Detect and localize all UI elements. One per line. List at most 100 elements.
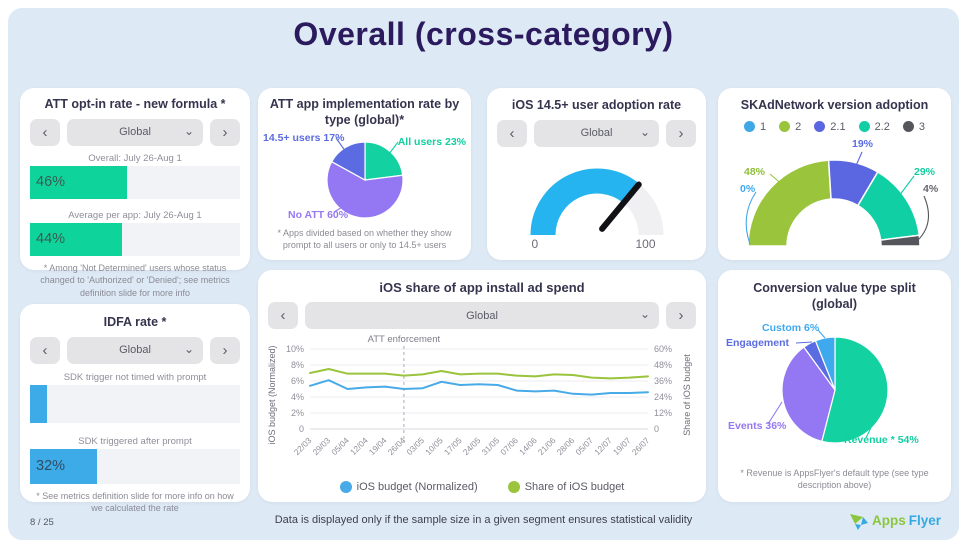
card-footnote: * Revenue is AppsFlyer's default type (s… <box>740 467 929 491</box>
card-title: Conversion value type split (global) <box>753 281 916 311</box>
legend-dot-v1 <box>744 121 756 133</box>
svg-text:0: 0 <box>299 424 304 434</box>
svg-text:12/04: 12/04 <box>348 435 370 457</box>
svg-text:48%: 48% <box>654 360 672 370</box>
avg-bar: 44% <box>30 222 240 256</box>
svg-text:iOS budget (Normalized): iOS budget (Normalized) <box>267 346 277 445</box>
prev-region-button[interactable]: ‹ <box>30 336 60 364</box>
svg-text:2%: 2% <box>291 408 304 418</box>
prev-region-button[interactable]: ‹ <box>30 118 60 146</box>
legend-dot-v21 <box>814 121 826 133</box>
svg-text:07/06: 07/06 <box>498 435 520 457</box>
svg-text:05/07: 05/07 <box>573 435 595 457</box>
callout-v1: 0% <box>740 183 756 195</box>
svg-text:14/06: 14/06 <box>517 435 539 457</box>
card-footnote: * See metrics definition slide for more … <box>36 490 234 514</box>
callout-v3: 4% <box>923 183 939 195</box>
region-dropdown-value: Global <box>466 309 498 322</box>
region-dropdown-value: Global <box>119 126 151 139</box>
region-dropdown[interactable]: Global ⌄ <box>305 302 659 330</box>
page-number: 8 / 25 <box>30 517 54 528</box>
callout-v21: 19% <box>852 138 874 150</box>
page-title: Overall (cross-category) <box>293 16 674 52</box>
svg-text:17/05: 17/05 <box>442 435 464 457</box>
card-title: ATT opt-in rate - new formula * <box>44 97 226 111</box>
region-dropdown[interactable]: Global ⌄ <box>67 118 203 146</box>
sdk-after-prompt-bar-fill <box>30 448 98 484</box>
legend-dot-share-budget <box>507 481 520 494</box>
chevron-down-icon: ⌄ <box>639 307 650 322</box>
skad-legend: 1 2 2.1 2.2 3 <box>718 121 951 133</box>
legend-label: 1 <box>760 120 767 133</box>
svg-text:Share of iOS budget: Share of iOS budget <box>682 354 692 436</box>
overall-bar-value: 46% <box>36 174 66 191</box>
region-selector: ‹ Global ⌄ › <box>20 118 250 146</box>
overall-bar-fill <box>30 165 127 199</box>
svg-text:10/05: 10/05 <box>423 435 445 457</box>
region-dropdown-value: Global <box>580 127 613 140</box>
conversion-pie-chart <box>767 329 889 444</box>
pie-label-145-users: 14.5+ users 17% <box>263 132 345 144</box>
chevron-down-icon: ⌄ <box>639 124 650 139</box>
bar-caption: Overall: July 26-Aug 1 <box>88 152 182 164</box>
next-region-button[interactable]: › <box>666 119 696 147</box>
legend-dot-v22 <box>858 121 870 133</box>
logo-text-apps: Apps <box>871 512 906 528</box>
svg-text:28/06: 28/06 <box>555 435 577 457</box>
card-ios-ad-spend: iOS share of app install ad spend ‹ Glob… <box>258 270 706 502</box>
legend-dot-v2 <box>779 121 791 133</box>
svg-text:26/07: 26/07 <box>630 435 652 457</box>
card-title: ATT app implementation rate by type (glo… <box>269 97 460 127</box>
adoption-gauge: 0 100 <box>502 155 692 259</box>
card-title: iOS 14.5+ user adoption rate <box>511 98 682 112</box>
skad-half-donut-chart <box>745 151 930 247</box>
bar-caption: SDK trigger not timed with prompt <box>63 371 207 383</box>
bar-caption: Average per app: July 26-Aug 1 <box>68 209 202 221</box>
next-region-button[interactable]: › <box>210 336 240 364</box>
card-conversion-split: Conversion value type split (global) Cus… <box>718 270 951 502</box>
legend-item: Share of iOS budget <box>507 481 624 494</box>
next-region-button[interactable]: › <box>210 118 240 146</box>
legend-item: 2.2 <box>858 120 890 133</box>
card-title: SKAdNetwork version adoption <box>740 98 929 112</box>
svg-text:05/04: 05/04 <box>329 435 351 457</box>
gauge-min-label: 0 <box>531 236 539 251</box>
sdk-not-timed-bar <box>30 384 240 423</box>
svg-text:29/03: 29/03 <box>310 435 332 457</box>
chevron-down-icon: ⌄ <box>183 341 194 356</box>
att-implementation-pie-chart <box>326 137 404 219</box>
region-dropdown[interactable]: Global ⌄ <box>534 119 659 147</box>
logo-text-flyer: Flyer <box>908 512 941 528</box>
legend-label: 3 <box>918 120 925 133</box>
prev-region-button[interactable]: ‹ <box>497 119 527 147</box>
sdk-after-prompt-value: 32% <box>36 458 66 475</box>
adoption-gauge-chart <box>530 168 663 236</box>
bar-caption: SDK triggered after prompt <box>78 435 192 447</box>
pie-label-engagement: Engagement <box>726 337 790 349</box>
svg-text:21/06: 21/06 <box>536 435 558 457</box>
svg-text:10%: 10% <box>286 344 304 354</box>
svg-text:24/05: 24/05 <box>461 435 483 457</box>
region-selector: ‹ Global ⌄ › <box>20 336 250 364</box>
prev-region-button[interactable]: ‹ <box>268 302 298 330</box>
appsflyer-logo: Apps Flyer <box>849 510 941 530</box>
card-footnote: * Apps divided based on whether they sho… <box>277 227 452 251</box>
svg-text:24%: 24% <box>654 392 672 402</box>
pie-label-revenue: Revenue * 54% <box>844 434 919 446</box>
callout-v2: 48% <box>744 166 766 178</box>
appsflyer-kite-icon <box>849 514 868 530</box>
legend-item: 2.1 <box>814 121 846 133</box>
next-region-button[interactable]: › <box>666 302 696 330</box>
legend-dot-ios-budget <box>339 481 352 494</box>
callout-v22: 29% <box>914 166 936 178</box>
gauge-max-label: 100 <box>635 236 656 251</box>
svg-text:36%: 36% <box>654 376 672 386</box>
ad-spend-line-chart: 10% 60% 8% 48% 6% 36% 4% 24% 2% 12% 0 0 ATT enforcem… <box>267 334 692 457</box>
legend-label: 2.2 <box>874 120 890 133</box>
legend-dot-v3 <box>902 121 914 133</box>
sdk-not-timed-bar-fill <box>30 384 47 423</box>
card-title: iOS share of app install ad spend <box>379 280 585 295</box>
svg-text:22/03: 22/03 <box>292 435 314 457</box>
region-dropdown[interactable]: Global ⌄ <box>67 336 203 364</box>
